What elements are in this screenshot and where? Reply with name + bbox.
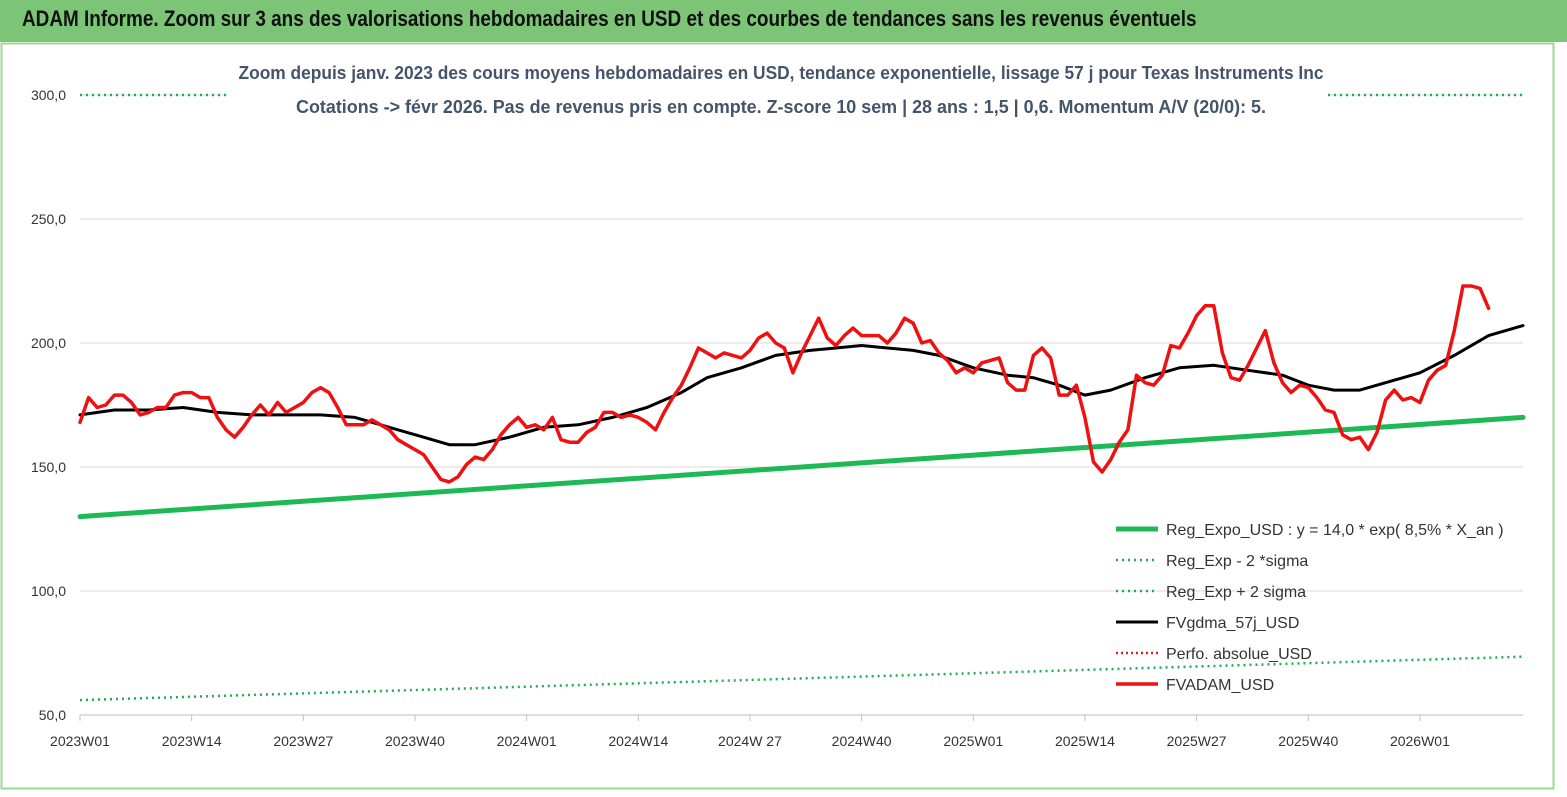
- x-tick-label: 2024W40: [832, 733, 892, 749]
- y-tick-label: 150,0: [31, 459, 66, 475]
- chart-title-line-2: Cotations -> févr 2026. Pas de revenus p…: [296, 97, 1266, 117]
- x-tick-label: 2023W01: [50, 733, 110, 749]
- series-reg-expo: [77, 414, 1526, 520]
- y-tick-label: 100,0: [31, 583, 66, 599]
- y-tick-label: 300,0: [31, 87, 66, 103]
- y-tick-label: 200,0: [31, 335, 66, 351]
- x-tick-label: 2024W14: [608, 733, 668, 749]
- x-axis: 2023W01 2023W14 2023W27 2023W40 2024W01 2024W…: [50, 714, 1523, 749]
- series-layer: [77, 93, 1526, 702]
- x-tick-label: 2023W14: [162, 733, 222, 749]
- x-tick-label: 2025W14: [1055, 733, 1115, 749]
- chart-border: [0, 42, 1555, 790]
- x-tick-label: 2024W01: [497, 733, 557, 749]
- series-reg-exp-minus-2sigma: [79, 655, 1524, 702]
- legend-reg-expo-label: Reg_Expo_USD : y = 14,0 * exp( 8,5% * X_…: [1166, 522, 1504, 539]
- chart-title-line-1: Zoom depuis janv. 2023 des cours moyens …: [239, 63, 1324, 83]
- legend-fvgdma-57j-label: FVgdma_57j_USD: [1166, 615, 1299, 632]
- series-fvadam: [78, 284, 1491, 484]
- legend: Reg_Expo_USD : y = 14,0 * exp( 8,5% * X_…: [1116, 522, 1504, 694]
- legend-reg-exp-plus-2sigma-label: Reg_Exp + 2 sigma: [1166, 584, 1306, 601]
- report-banner: ADAM Informe. Zoom sur 3 ans des valoris…: [0, 0, 1567, 43]
- x-tick-label: 2025W01: [943, 733, 1003, 749]
- y-tick-label: 250,0: [31, 211, 66, 227]
- y-tick-label: 50,0: [39, 707, 66, 723]
- x-tick-label: 2024W 27: [718, 733, 782, 749]
- y-axis: 50,0 100,0 150,0 200,0 250,0 300,0: [31, 87, 66, 723]
- chart-container: 50,0 100,0 150,0 200,0 250,0 300,0 2023W01 202…: [0, 42, 1567, 792]
- legend-reg-exp-minus-2sigma-label: Reg_Exp - 2 *sigma: [1166, 553, 1308, 570]
- x-tick-label: 2026W01: [1390, 733, 1450, 749]
- x-tick-label: 2023W27: [273, 733, 333, 749]
- x-tick-label: 2023W40: [385, 733, 445, 749]
- chart-background: [0, 42, 1567, 792]
- legend-fvadam-label: FVADAM_USD: [1166, 677, 1274, 694]
- legend-perfo-absolue-label: Perfo. absolue_USD: [1166, 646, 1312, 663]
- title-backdrop: [228, 82, 1328, 146]
- x-tick-label: 2025W27: [1167, 733, 1227, 749]
- x-tick-label: 2025W40: [1278, 733, 1338, 749]
- report-title: ADAM Informe. Zoom sur 3 ans des valoris…: [22, 6, 1197, 31]
